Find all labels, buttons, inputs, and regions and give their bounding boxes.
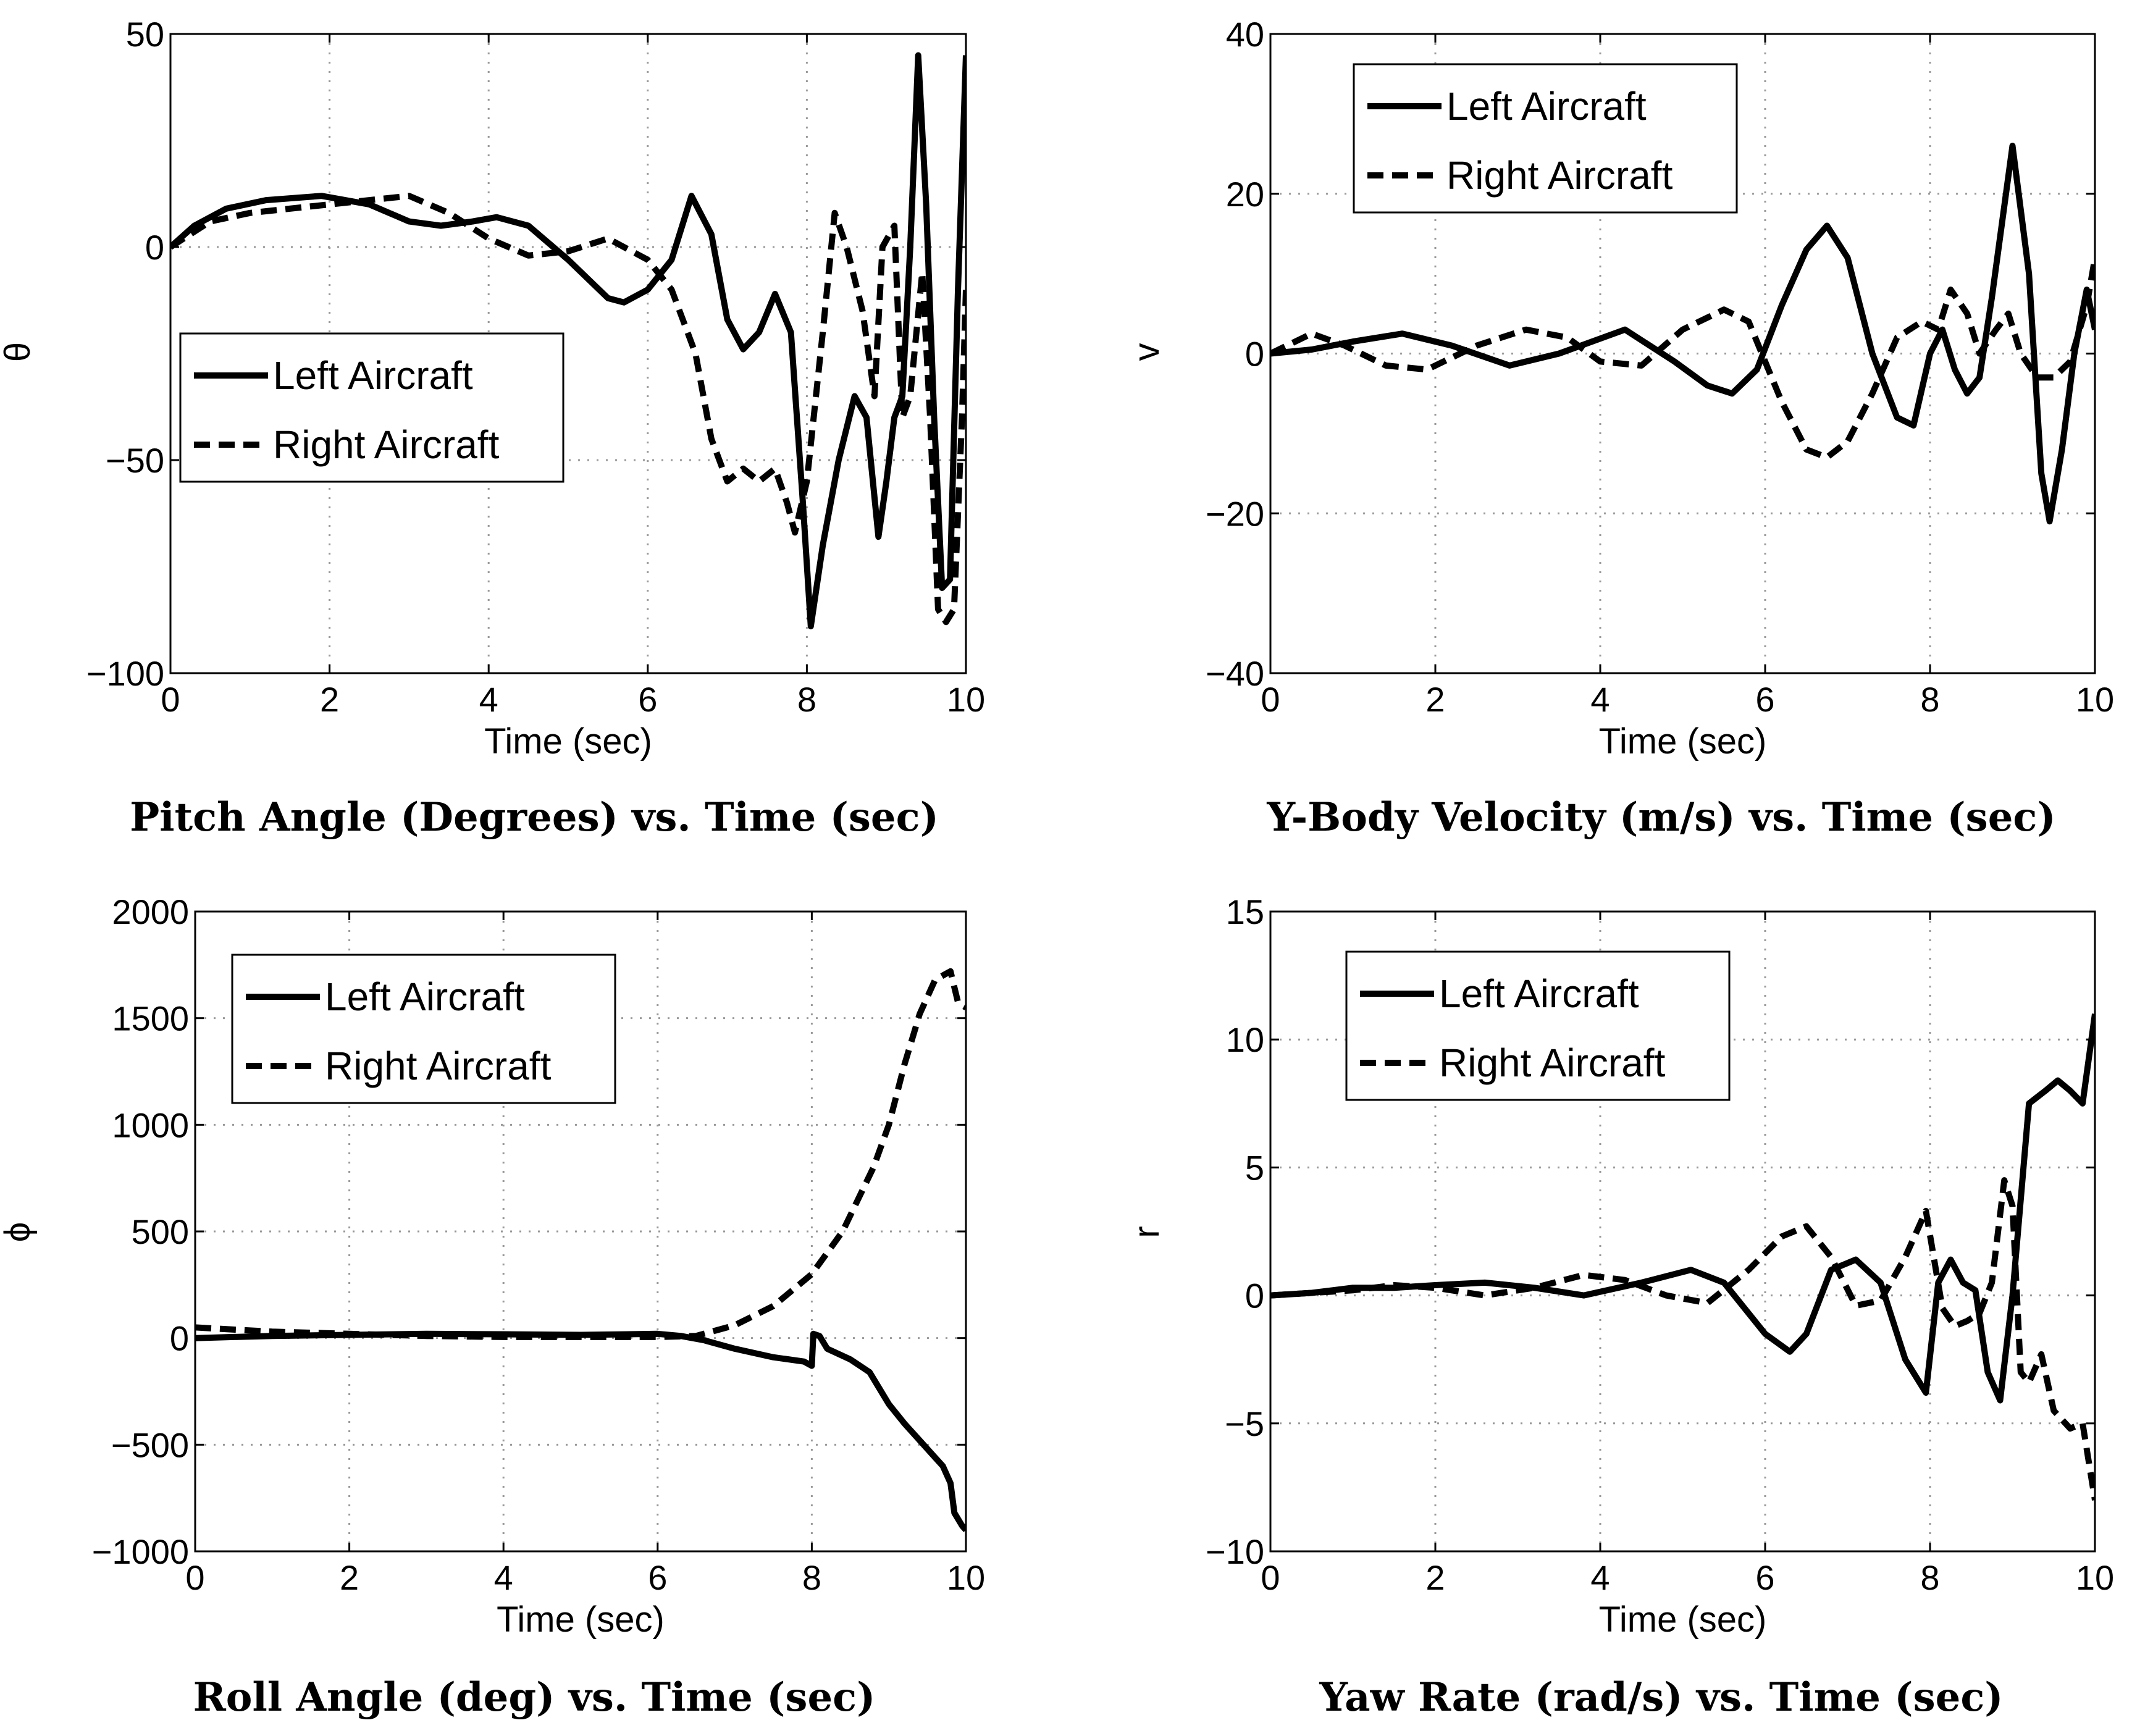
y-tick-label: −20: [1206, 494, 1264, 533]
axes-box: [1269, 910, 2096, 1553]
y-tick-label: 1500: [112, 999, 189, 1038]
y-axis-label: v: [1127, 343, 1167, 361]
y-tick-label: −100: [86, 654, 164, 693]
x-tick-label: 6: [1755, 680, 1774, 719]
y-tick-label: 1000: [112, 1105, 189, 1144]
y-tick-label: 0: [1245, 1277, 1264, 1315]
y-tick-label: −5: [1225, 1404, 1264, 1443]
x-axis-label: Time (sec): [1599, 1600, 1767, 1640]
legend-box: [231, 954, 616, 1104]
y-tick-label: 15: [1226, 892, 1264, 931]
series-line-right-aircraft: [195, 968, 966, 1340]
y-tick-label: 50: [126, 15, 164, 54]
x-axis-label: Time (sec): [497, 1600, 665, 1640]
x-tick-label: 2: [340, 1558, 359, 1597]
x-tick-label: 0: [1261, 680, 1280, 719]
legend-label: Right Aircraft: [273, 422, 500, 467]
y-tick-label: −40: [1206, 654, 1264, 693]
legend-label: Right Aircraft: [325, 1044, 552, 1088]
series-line-left-aircraft: [170, 52, 966, 630]
x-tick-label: 10: [2076, 1558, 2114, 1597]
x-tick-label: 8: [802, 1558, 821, 1597]
y-tick-label: 0: [1245, 335, 1264, 374]
x-tick-label: 8: [797, 680, 816, 719]
y-axis-label: ϕ: [0, 1222, 38, 1242]
x-tick-label: 0: [161, 680, 180, 719]
x-tick-label: 6: [648, 1558, 667, 1597]
legend-box: [179, 332, 564, 483]
x-tick-label: 8: [1920, 1558, 1939, 1597]
x-axis-label: Time (sec): [1599, 721, 1767, 761]
legend-box: [1345, 950, 1731, 1101]
x-axis-label: Time (sec): [484, 721, 652, 761]
series-line-left-aircraft: [1270, 143, 2095, 525]
chart-caption: Roll Angle (deg) vs. Time (sec): [193, 1674, 876, 1721]
x-tick-label: 10: [2076, 680, 2114, 719]
chart-panel-2: 0 2 4 6 8 10 −40 −20 0 20 40 Time (sec) v Left Aircra…: [1127, 15, 2114, 841]
y-tick-label: 0: [145, 228, 164, 267]
y-tick-label: 500: [132, 1212, 189, 1251]
y-axis-label: θ: [0, 342, 38, 362]
x-tick-label: 8: [1920, 680, 1939, 719]
series-line-right-aircraft: [170, 193, 966, 626]
x-tick-label: 4: [479, 680, 498, 719]
x-tick-label: 6: [1755, 1558, 1774, 1597]
x-tick-label: 2: [1425, 680, 1445, 719]
x-tick-label: 10: [947, 680, 985, 719]
series-line-right-aircraft: [1270, 257, 2095, 461]
x-tick-label: 4: [1590, 1558, 1609, 1597]
chart-caption: Y-Body Velocity (m/s) vs. Time (sec): [1266, 794, 2055, 841]
x-tick-label: 6: [638, 680, 657, 719]
legend-label: Right Aircraft: [1446, 153, 1673, 198]
x-tick-label: 4: [494, 1558, 513, 1597]
y-tick-label: 20: [1226, 175, 1264, 214]
y-tick-label: 40: [1226, 15, 1264, 54]
y-tick-label: 2000: [112, 892, 189, 931]
legend-label: Left Aircraft: [273, 353, 473, 398]
series-line-right-aircraft: [1270, 1177, 2095, 1501]
y-tick-label: −50: [106, 441, 164, 480]
series-line-left-aircraft: [195, 1330, 966, 1532]
chart-panel-1: 0 2 4 6 8 10 −100 −50 0 50 Time (sec) θ Left Aircraf…: [0, 15, 985, 841]
chart-caption: Yaw Rate (rad/s) vs. Time (sec): [1319, 1674, 2003, 1721]
legend-label: Left Aircraft: [1446, 84, 1647, 128]
y-tick-label: −500: [111, 1425, 189, 1464]
x-tick-label: 10: [947, 1558, 985, 1597]
x-tick-label: 4: [1590, 680, 1609, 719]
y-tick-label: 0: [170, 1319, 189, 1358]
chart-panel-4: 0 2 4 6 8 10 −10 −5 0 5 10 15 Time (sec) r Left Aircra…: [1127, 892, 2114, 1721]
legend-label: Left Aircraft: [325, 975, 525, 1019]
x-tick-label: 2: [1425, 1558, 1445, 1597]
y-tick-label: −1000: [92, 1532, 189, 1571]
y-tick-label: 5: [1245, 1148, 1264, 1187]
y-tick-label: −10: [1206, 1532, 1264, 1571]
x-tick-label: 2: [320, 680, 339, 719]
legend-label: Left Aircraft: [1439, 971, 1639, 1016]
y-tick-label: 10: [1226, 1020, 1264, 1059]
chart-panel-3: 0 2 4 6 8 10 −1000 −500 0 500 1000 1500 2000 Time (se…: [0, 892, 985, 1721]
legend-label: Right Aircraft: [1439, 1041, 1666, 1085]
series-line-left-aircraft: [1270, 1013, 2095, 1404]
legend-box: [1353, 63, 1738, 214]
chart-caption: Pitch Angle (Degrees) vs. Time (sec): [130, 794, 939, 841]
x-tick-label: 0: [185, 1558, 204, 1597]
y-axis-label: r: [1127, 1226, 1167, 1238]
x-tick-label: 0: [1261, 1558, 1280, 1597]
